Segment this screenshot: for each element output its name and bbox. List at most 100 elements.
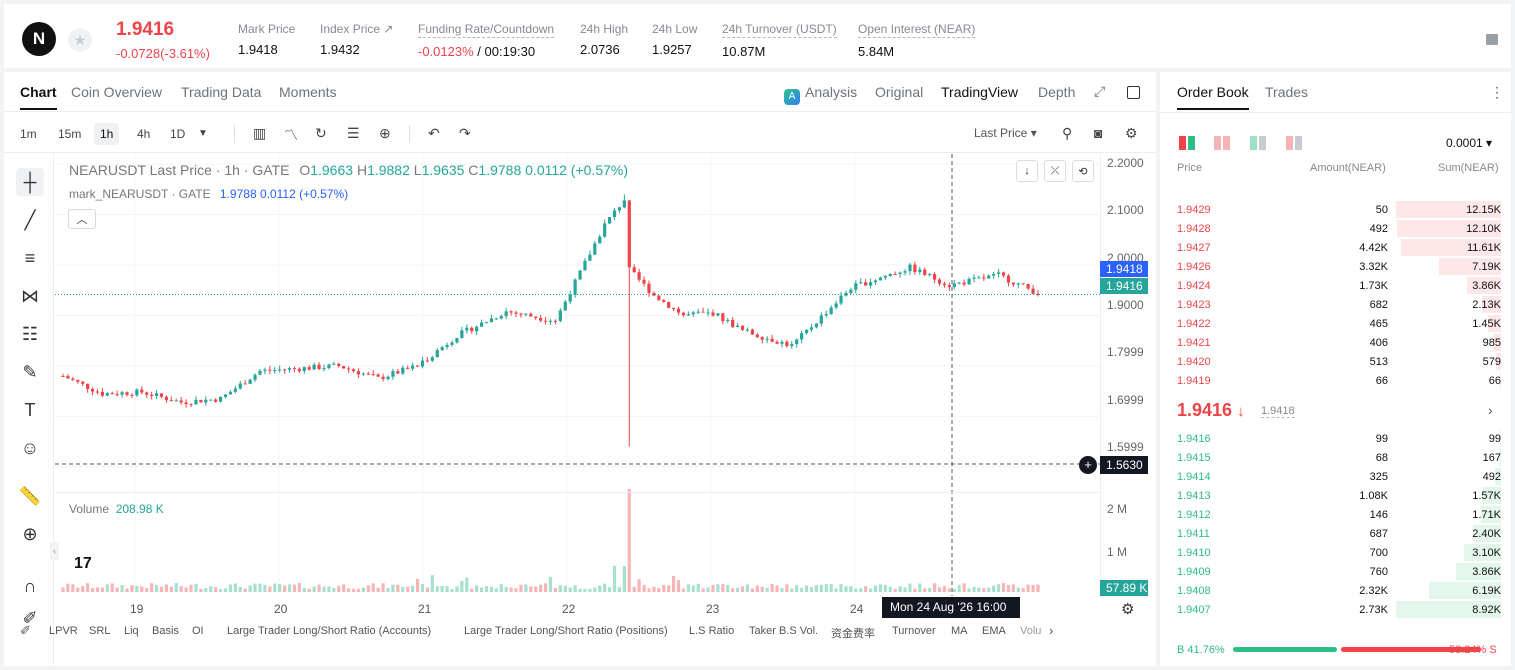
- chart-settings-icon[interactable]: ⚙: [1121, 601, 1135, 618]
- view-tradingview[interactable]: TradingView: [941, 84, 1019, 100]
- tab-trades[interactable]: Trades: [1265, 84, 1309, 100]
- bid-row[interactable]: 1.9416 99 99: [1160, 429, 1511, 448]
- view-depth[interactable]: Depth: [1038, 84, 1076, 100]
- indicator-volume[interactable]: Volu: [1020, 625, 1042, 637]
- view-original[interactable]: Original: [875, 84, 924, 100]
- indicator-ls-positions[interactable]: Large Trader Long/Short Ratio (Positions…: [464, 625, 668, 637]
- ask-row[interactable]: 1.9429 50 12.15K: [1160, 200, 1511, 219]
- indicator-oi[interactable]: OI: [192, 625, 204, 637]
- candle-type-icon[interactable]: ▥: [253, 125, 267, 141]
- ask-row[interactable]: 1.9419 66 66: [1160, 371, 1511, 390]
- tab-coin-overview[interactable]: Coin Overview: [71, 84, 163, 100]
- indicator-taker-vol[interactable]: Taker B.S Vol.: [749, 625, 819, 637]
- undo-icon[interactable]: ↶: [428, 125, 440, 141]
- add-alert-plus-icon[interactable]: +: [1079, 456, 1097, 474]
- indicator-ema[interactable]: EMA: [982, 625, 1006, 637]
- indicator-turnover[interactable]: Turnover: [892, 625, 936, 637]
- ask-row[interactable]: 1.9426 3.32K 7.19K: [1160, 257, 1511, 276]
- scroll-down-icon[interactable]: ↓: [1016, 160, 1038, 182]
- crosshair-tool-icon[interactable]: ┼: [16, 168, 44, 196]
- analysis-button[interactable]: A Analysis: [784, 84, 857, 105]
- precision-select[interactable]: 0.0001 ▾: [1446, 136, 1493, 150]
- scroll-right-icon[interactable]: ›: [1049, 623, 1054, 638]
- volume-bar: [287, 584, 292, 592]
- indicator-funding-rate[interactable]: 资金费率: [831, 628, 875, 640]
- ask-row[interactable]: 1.9421 406 985: [1160, 333, 1511, 352]
- tab-chart[interactable]: Chart: [20, 84, 57, 110]
- bid-row[interactable]: 1.9412 146 1.71K: [1160, 505, 1511, 524]
- zoom-in-tool-icon[interactable]: ⊕: [22, 523, 38, 544]
- bid-row[interactable]: 1.9410 700 3.10K: [1160, 543, 1511, 562]
- tab-trading-data[interactable]: Trading Data: [181, 84, 262, 100]
- pattern-tool-icon[interactable]: ⋈: [21, 285, 39, 306]
- text-tool-icon[interactable]: T: [24, 399, 36, 420]
- window-toggle-icon[interactable]: [1127, 86, 1140, 99]
- magnet-tool-icon[interactable]: ∩: [23, 575, 37, 596]
- bid-row[interactable]: 1.9409 760 3.86K: [1160, 562, 1511, 581]
- indicator-ma[interactable]: MA: [951, 625, 968, 637]
- indicator-srl[interactable]: SRL: [89, 625, 111, 637]
- view-asks-icon[interactable]: [1214, 136, 1231, 150]
- chevron-right-icon[interactable]: ›: [1488, 402, 1493, 418]
- tab-moments[interactable]: Moments: [279, 84, 337, 100]
- volume-bar: [928, 587, 932, 592]
- pencil-icon[interactable]: ✐: [20, 623, 31, 638]
- candle-body: [839, 295, 843, 304]
- indicator-ls-ratio[interactable]: L.S Ratio: [689, 625, 735, 637]
- ask-row[interactable]: 1.9424 1.73K 3.86K: [1160, 276, 1511, 295]
- favorite-star-icon[interactable]: ★: [68, 28, 92, 52]
- view-depth-icon[interactable]: [1286, 136, 1303, 150]
- more-options-icon[interactable]: ⋮: [1490, 84, 1504, 100]
- ask-row[interactable]: 1.9428 492 12.10K: [1160, 219, 1511, 238]
- tab-order-book[interactable]: Order Book: [1177, 84, 1249, 110]
- collapse-legend-button[interactable]: ︿: [68, 209, 96, 229]
- templates-icon[interactable]: ☰: [347, 125, 360, 141]
- horizontal-lines-tool-icon[interactable]: ≡: [24, 247, 36, 268]
- trendline-tool-icon[interactable]: ╱: [24, 209, 36, 230]
- book-icon[interactable]: [1486, 34, 1498, 45]
- search-icon[interactable]: ⚲: [1062, 125, 1073, 141]
- maximize-pane-icon[interactable]: ⤫: [1044, 160, 1066, 182]
- price-chart[interactable]: [55, 154, 1100, 596]
- ruler-tool-icon[interactable]: 📏: [18, 485, 42, 506]
- bid-row[interactable]: 1.9411 687 2.40K: [1160, 524, 1511, 543]
- view-both-icon[interactable]: [1179, 136, 1196, 150]
- interval-4h[interactable]: 4h: [137, 127, 151, 141]
- swap-pane-icon[interactable]: ⟲: [1072, 160, 1094, 182]
- settings-gear-icon[interactable]: ⚙: [1125, 125, 1138, 141]
- ask-row[interactable]: 1.9427 4.42K 11.61K: [1160, 238, 1511, 257]
- interval-15m[interactable]: 15m: [58, 127, 82, 141]
- emoji-tool-icon[interactable]: ☺: [20, 437, 40, 458]
- interval-1m[interactable]: 1m: [20, 127, 37, 141]
- ask-row[interactable]: 1.9422 465 1.45K: [1160, 314, 1511, 333]
- interval-dropdown-icon[interactable]: ▼: [198, 128, 208, 139]
- price-type-select[interactable]: Last Price ▾: [974, 126, 1037, 140]
- ask-row[interactable]: 1.9423 682 2.13K: [1160, 295, 1511, 314]
- bid-row[interactable]: 1.9415 68 167: [1160, 448, 1511, 467]
- brush-tool-icon[interactable]: ✎: [22, 361, 38, 382]
- ask-row[interactable]: 1.9420 513 579: [1160, 352, 1511, 371]
- pane-divider[interactable]: [55, 492, 1100, 493]
- interval-1d[interactable]: 1D: [170, 127, 186, 141]
- lock-drawings-icon[interactable]: ✐: [22, 607, 38, 628]
- indicator-lpvr[interactable]: LPVR: [49, 625, 78, 637]
- fib-tool-icon[interactable]: ☷: [21, 323, 39, 344]
- bid-row[interactable]: 1.9407 2.73K 8.92K: [1160, 600, 1511, 619]
- bid-row[interactable]: 1.9408 2.32K 6.19K: [1160, 581, 1511, 600]
- indicators-icon[interactable]: 〽: [284, 127, 298, 143]
- view-bids-icon[interactable]: [1250, 136, 1267, 150]
- collapse-toolbar-arrow-icon[interactable]: ‹: [50, 542, 59, 560]
- add-indicator-icon[interactable]: ⊕: [379, 125, 391, 141]
- bid-row[interactable]: 1.9413 1.08K 1.57K: [1160, 486, 1511, 505]
- stat-index-price[interactable]: Index Price ↗ 1.9432: [320, 22, 393, 57]
- bid-row[interactable]: 1.9414 325 492: [1160, 467, 1511, 486]
- redo-icon[interactable]: ↷: [459, 125, 471, 141]
- expand-icon[interactable]: ⤢: [1094, 83, 1106, 99]
- indicator-liq[interactable]: Liq: [124, 625, 139, 637]
- indicator-basis[interactable]: Basis: [152, 625, 179, 637]
- indicator-ls-accounts[interactable]: Large Trader Long/Short Ratio (Accounts): [227, 625, 432, 637]
- interval-1h[interactable]: 1h: [94, 123, 120, 145]
- compare-icon[interactable]: ↻: [315, 125, 327, 141]
- price-axis[interactable]: [1100, 154, 1156, 594]
- camera-icon[interactable]: ◙: [1094, 125, 1103, 141]
